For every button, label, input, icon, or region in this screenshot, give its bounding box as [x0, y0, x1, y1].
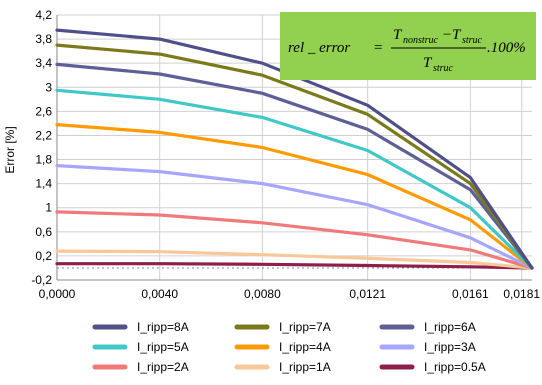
legend-label: I_ripp=5A [137, 340, 189, 354]
y-tick-label: 3 [45, 80, 52, 94]
series-line [55, 62, 534, 270]
series-line [55, 262, 534, 270]
series-line [55, 249, 534, 270]
formula-numerator-a-sub: nonstruc [403, 35, 439, 46]
x-tick-label: 0,0161 [452, 287, 489, 301]
series-line [55, 164, 534, 270]
formula-numerator-b: T [452, 27, 462, 43]
series-line [55, 122, 534, 270]
legend-label: I_ripp=1A [279, 360, 331, 374]
formula-minus: − [442, 27, 452, 43]
y-tick-label: 3,4 [35, 56, 52, 70]
legend-label: I_ripp=0.5A [424, 360, 486, 374]
formula-numerator-b-sub: struc [462, 35, 483, 46]
y-tick-label: 2,2 [35, 128, 52, 142]
formula-box [280, 12, 536, 80]
formula-numerator: T nonstruc − T struc [393, 27, 483, 46]
y-tick-label: 3,8 [35, 32, 52, 46]
x-tick-label: 0,0181 [503, 287, 540, 301]
y-axis-label: Error [%] [3, 126, 17, 173]
legend-label: I_ripp=7A [279, 320, 331, 334]
formula-denominator: T [423, 55, 433, 71]
legend-label: I_ripp=8A [137, 320, 189, 334]
series-line [55, 43, 534, 270]
x-tick-label: 0,0000 [39, 287, 76, 301]
chart-series [55, 28, 534, 270]
y-tick-label: 2,6 [35, 104, 52, 118]
formula-lhs: rel _ error [288, 40, 350, 56]
y-tick-label: 0,2 [35, 249, 52, 263]
y-tick-label: 1 [45, 201, 52, 215]
formula-numerator-a: T [393, 27, 403, 43]
y-axis-ticks: -0,2 0,2 0,6 1 1,4 1,8 2,2 2,6 3 3,4 3,8 4,2 [31, 8, 52, 287]
formula-annotation: rel _ error = T nonstruc − T struc T str… [280, 12, 536, 80]
y-tick-label: 4,2 [35, 8, 52, 22]
y-tick-label: 0,6 [35, 225, 52, 239]
series-line [55, 210, 534, 270]
legend-label: I_ripp=4A [279, 340, 331, 354]
legend-label: I_ripp=3A [424, 340, 476, 354]
formula-suffix: .100% [487, 40, 526, 56]
formula-equals: = [373, 40, 383, 56]
legend-label: I_ripp=6A [424, 320, 476, 334]
series-line [55, 88, 534, 270]
x-tick-label: 0,0121 [349, 287, 386, 301]
formula-denominator-sub: struc [433, 63, 454, 74]
y-tick-label: -0,2 [31, 273, 52, 287]
series-line [55, 28, 534, 270]
y-tick-label: 1,4 [35, 177, 52, 191]
x-tick-label: 0,0040 [141, 287, 178, 301]
x-axis-ticks: 0,0000 0,0040 0,0080 0,0121 0,0161 0,0181 [39, 287, 541, 301]
y-tick-label: 1,8 [35, 153, 52, 167]
legend-label: I_ripp=2A [137, 360, 189, 374]
chart-legend: I_ripp=8A I_ripp=7A I_ripp=6A I_ripp=5A I_ri… [92, 320, 486, 374]
x-tick-label: 0,0080 [244, 287, 281, 301]
